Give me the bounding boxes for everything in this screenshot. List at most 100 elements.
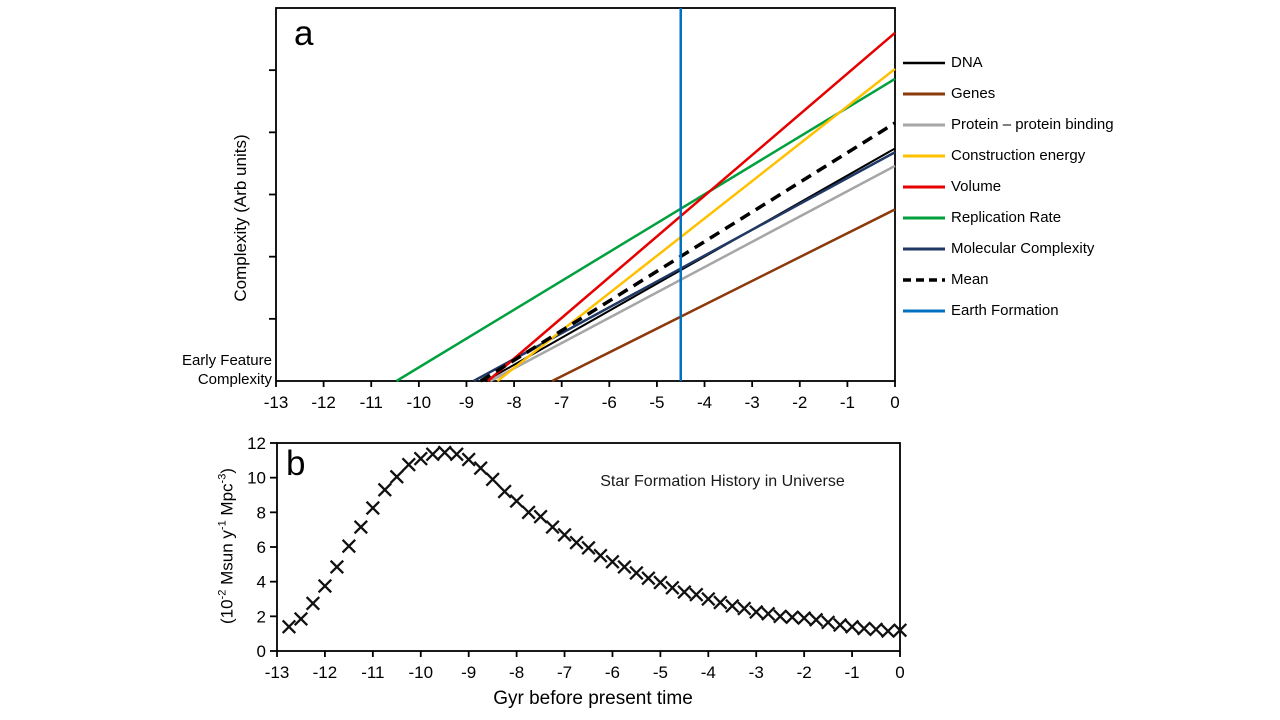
scatter-marker-x <box>844 619 860 634</box>
series-line-protein-protein-binding <box>489 164 896 383</box>
scatter-marker-x <box>605 554 620 569</box>
scatter-marker-x <box>868 622 884 637</box>
panel-a-x-tick-label: 0 <box>890 393 899 412</box>
legend-label-earth-formation: Earth Formation <box>951 302 1059 319</box>
scatter-marker-x <box>377 482 392 497</box>
scatter-marker-x <box>677 584 692 600</box>
legend-item-replication-rate: Replication Rate <box>903 202 1114 233</box>
panel-b-x-tick-label: -2 <box>797 663 812 682</box>
scatter-marker-x <box>856 621 872 636</box>
panel-a-y-axis-title: Complexity (Arb units) <box>231 134 250 302</box>
legend-swatch-protein-protein-binding <box>903 123 945 126</box>
scatter-marker-x <box>341 539 356 554</box>
panel-a-x-tick-label: -5 <box>649 393 664 412</box>
scatter-marker-x <box>593 548 608 563</box>
scatter-marker-x <box>809 612 824 627</box>
y-title-text: (10 <box>217 599 237 624</box>
legend-label-mean: Mean <box>951 271 989 288</box>
scatter-marker-x <box>365 500 380 516</box>
legend-item-mean: Mean <box>903 264 1114 295</box>
scatter-marker-x <box>641 571 656 586</box>
panel-b-x-tick-label: -7 <box>557 663 572 682</box>
scatter-marker-x <box>569 535 584 550</box>
legend-swatch-genes <box>903 92 945 95</box>
legend-swatch-volume <box>903 185 945 188</box>
panel-b-x-tick-label: -12 <box>313 663 338 682</box>
scatter-marker-x <box>473 461 488 476</box>
legend-item-dna: DNA <box>903 47 1114 78</box>
legend: DNA Genes Protein – protein binding Constru… <box>903 47 1114 326</box>
series-line-genes <box>551 208 896 383</box>
scatter-marker-x <box>713 595 728 610</box>
panel-a-x-tick-label: -2 <box>792 393 807 412</box>
legend-label-molecular-complexity: Molecular Complexity <box>951 240 1095 257</box>
y-title-text: Msun y <box>217 530 237 590</box>
legend-label-protein-protein-binding: Protein – protein binding <box>951 116 1114 133</box>
scatter-marker-x <box>761 606 776 621</box>
panel-a-letter: a <box>294 14 314 53</box>
scatter-marker-x <box>629 565 644 581</box>
scatter-marker-x <box>737 601 752 616</box>
scatter-marker-x <box>533 509 548 524</box>
legend-label-replication-rate: Replication Rate <box>951 209 1062 226</box>
legend-label-dna: DNA <box>951 54 983 71</box>
panel-b-x-tick-label: -1 <box>845 663 860 682</box>
scatter-marker-x <box>725 598 740 614</box>
legend-swatch-molecular-complexity <box>903 247 945 250</box>
legend-item-protein-protein-binding: Protein – protein binding <box>903 109 1114 140</box>
scatter-marker-x <box>449 447 464 462</box>
panel-b-x-tick-label: -5 <box>653 663 668 682</box>
panel-a-x-tick-label: -6 <box>602 393 617 412</box>
legend-swatch-earth-formation <box>903 309 945 312</box>
scatter-marker-x <box>281 619 297 634</box>
panel-b-y-tick-label: 4 <box>257 573 266 592</box>
y-title-superscript: -3 <box>216 473 229 484</box>
scatter-marker-x <box>461 452 476 467</box>
scatter-marker-x <box>880 623 896 639</box>
panel-a-x-tick-label: -8 <box>507 393 522 412</box>
legend-item-volume: Volume <box>903 171 1114 202</box>
panel-b-y-tick-label: 2 <box>257 607 266 626</box>
panel-b-x-tick-label: -4 <box>701 663 716 682</box>
panel-b-letter: b <box>286 444 306 483</box>
y-title-superscript: -1 <box>216 520 229 531</box>
panel-a-x-tick-label: -9 <box>459 393 474 412</box>
panel-b-x-tick-label: -9 <box>461 663 476 682</box>
series-line-molecular-complexity <box>473 151 896 383</box>
panel-a-x-tick-label: -1 <box>840 393 855 412</box>
panel-a-x-tick-label: -13 <box>264 393 289 412</box>
legend-swatch-construction-energy <box>903 154 945 157</box>
scatter-marker-x <box>521 505 536 520</box>
scatter-marker-x <box>401 457 416 472</box>
scatter-marker-x <box>329 559 345 575</box>
series-line-construction-energy <box>496 67 896 382</box>
legend-item-construction-energy: Construction energy <box>903 140 1114 171</box>
panel-b-x-tick-label: -3 <box>749 663 764 682</box>
legend-label-genes: Genes <box>951 85 996 102</box>
series-line-mean <box>479 121 896 383</box>
scatter-marker-x <box>821 615 836 630</box>
series-line-replication-rate <box>395 77 896 383</box>
y-title-text: Mpc <box>217 483 237 521</box>
panel-b-y-tick-label: 10 <box>247 469 266 488</box>
series-line-volume <box>487 31 896 382</box>
panel-a-origin-label-line2: Complexity <box>197 371 272 388</box>
scatter-marker-x <box>581 540 596 555</box>
y-title-text: ) <box>217 468 237 474</box>
panel-b-y-tick-label: 0 <box>257 642 266 661</box>
panel-b-x-axis-title: Gyr before present time <box>493 688 693 709</box>
scatter-marker-x <box>617 559 632 575</box>
panel-b-x-tick-label: -8 <box>509 663 524 682</box>
panel-b-x-tick-label: 0 <box>895 663 904 682</box>
panel-a-origin-label: Early Feature Complexity <box>148 351 272 389</box>
panel-a-x-tick-label: -10 <box>407 393 432 412</box>
scatter-marker-x <box>293 611 309 627</box>
scatter-marker-x <box>773 609 788 624</box>
scatter-marker-x <box>485 472 500 487</box>
panel-b-y-tick-label: 8 <box>257 503 266 522</box>
scatter-marker-x <box>689 587 704 602</box>
scatter-marker-x <box>797 610 812 626</box>
scatter-marker-x <box>749 604 764 620</box>
panel-a-x-tick-label: -7 <box>554 393 569 412</box>
